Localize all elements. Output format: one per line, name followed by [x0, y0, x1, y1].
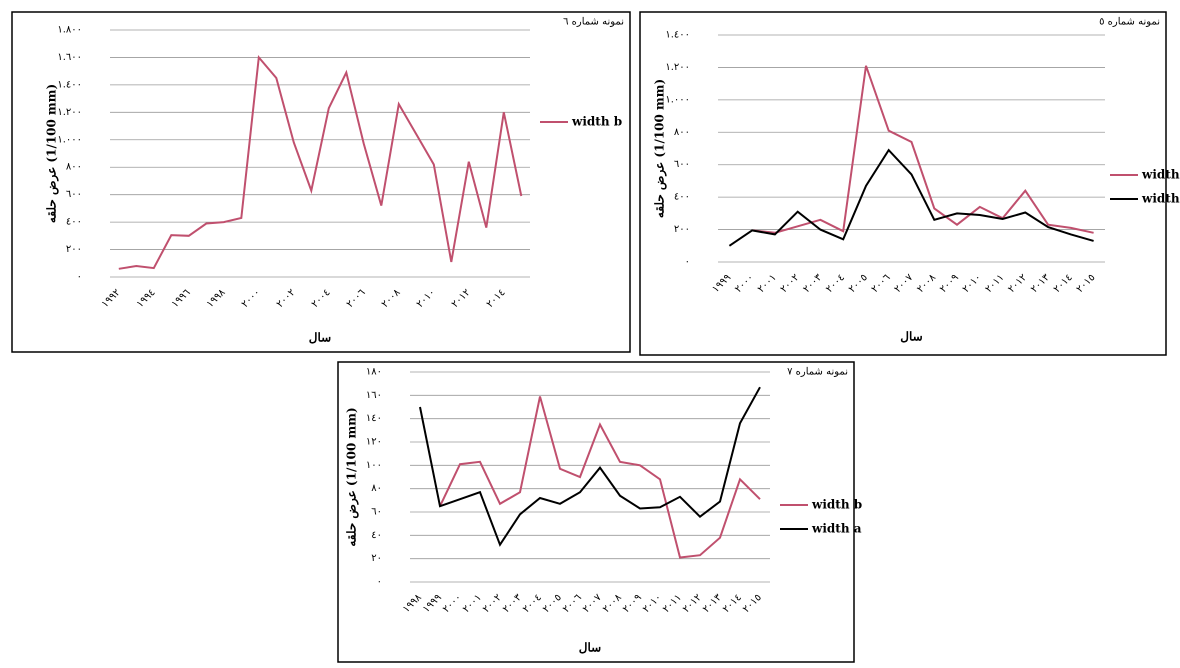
legend-label: width b — [811, 498, 862, 512]
y-tick-label: ١.٢٠٠ — [665, 62, 690, 73]
y-tick-label: ٨٠٠ — [66, 162, 82, 173]
legend-label: width a — [1141, 192, 1180, 206]
y-tick-label: ١.٦٠٠ — [57, 52, 82, 63]
legend-label: width a — [811, 522, 862, 536]
y-tick-label: ٠ — [77, 272, 82, 283]
x-axis-title: سال — [579, 641, 601, 655]
y-tick-label: ١٢٠ — [366, 437, 382, 448]
y-tick-label: ٠ — [685, 257, 690, 268]
y-tick-label: ١.٠٠٠ — [665, 94, 690, 105]
y-tick-label: ٦٠ — [371, 507, 382, 518]
y-tick-label: ٦٠٠ — [674, 159, 690, 170]
y-tick-label: ٢٠٠ — [674, 224, 690, 235]
y-tick-label: ١.٤٠٠ — [665, 30, 690, 41]
chart-frame — [639, 11, 1167, 356]
y-axis-title: عرض حلقه (1/100 mm) — [45, 84, 60, 223]
chart-title: نمونه شماره ٥ — [1099, 17, 1160, 28]
series-line — [419, 386, 761, 547]
series-line — [728, 148, 1094, 247]
x-axis-title: سال — [900, 330, 922, 344]
chart-title: نمونه شماره ٧ — [787, 367, 848, 378]
x-axis-title: سال — [309, 331, 331, 345]
y-tick-label: ٤٠٠ — [66, 217, 82, 228]
chart: نمونه شماره ٦ ٠ ٢٠٠ ٤٠٠ ٦٠٠ ٨٠٠ ١.٠٠٠ ١.٢٠٠ ١.٤٠… — [11, 11, 631, 353]
y-tick-label: ٦٠٠ — [66, 189, 82, 200]
chart-title: نمونه شماره ٦ — [563, 17, 624, 28]
y-tick-label: ١٨٠ — [366, 367, 382, 378]
y-tick-label: ٠ — [377, 577, 382, 588]
legend-label: width b — [571, 115, 622, 129]
y-axis-title: عرض حلقه (1/100 mm) — [345, 407, 360, 546]
y-tick-label: ١.٢٠٠ — [57, 107, 82, 118]
y-tick-label: ٢٠ — [371, 553, 382, 564]
y-tick-label: ٤٠ — [371, 530, 382, 541]
chart-frame — [11, 11, 631, 353]
series-line — [751, 65, 1094, 234]
y-tick-label: ١.٠٠٠ — [57, 134, 82, 145]
chart: نمونه شماره ٥ ٠ ٢٠٠ ٤٠٠ ٦٠٠ ٨٠٠ ١.٠٠٠ ١.٢٠٠ ١.٤٠… — [639, 11, 1180, 356]
series-line — [439, 396, 761, 559]
y-tick-label: ٨٠ — [371, 483, 382, 494]
y-tick-label: ٢٠٠ — [66, 244, 82, 255]
y-tick-label: ١٠٠ — [366, 460, 382, 471]
y-axis-title: عرض حلقه (1/100 mm) — [653, 79, 668, 218]
chart: نمونه شماره ٧٠٢٠٤٠٦٠٨٠١٠٠١٢٠١٤٠١٦٠١٨٠١٩٩… — [337, 361, 862, 663]
y-tick-label: ١.٤٠٠ — [57, 79, 82, 90]
y-tick-label: ٤٠٠ — [674, 192, 690, 203]
y-tick-label: ١٦٠ — [366, 390, 382, 401]
legend-label: width b — [1141, 168, 1180, 182]
y-tick-label: ١.٨٠٠ — [57, 25, 82, 36]
y-tick-label: ٨٠٠ — [674, 127, 690, 138]
y-tick-label: ١٤٠ — [366, 413, 382, 424]
series-line — [118, 54, 523, 270]
